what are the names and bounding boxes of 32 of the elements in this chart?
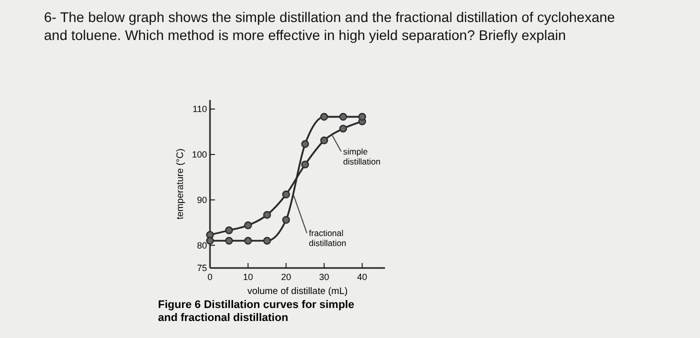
point — [358, 112, 366, 121]
y-axis-title: temperature (°C) — [175, 148, 186, 220]
point — [339, 112, 348, 121]
x-tick-label: 20 — [281, 272, 292, 282]
point — [301, 160, 310, 168]
series-label: simple distillation — [343, 146, 381, 166]
x-axis-title: volume of distillate (mL) — [247, 286, 348, 297]
x-tick-label: 40 — [357, 272, 368, 282]
point — [320, 136, 328, 144]
x-tick-label: 30 — [319, 272, 330, 282]
y-tick-label: 75 — [196, 263, 207, 274]
point — [282, 216, 290, 224]
x-tick-label: 10 — [243, 272, 254, 282]
point — [263, 210, 271, 219]
point — [244, 236, 252, 245]
y-tick-label: 100 — [192, 150, 207, 160]
point — [320, 112, 328, 121]
point — [225, 226, 233, 234]
y-tick-label: 90 — [196, 195, 207, 206]
point — [206, 236, 214, 245]
text: fractional distillation — [308, 228, 347, 248]
caption: Figure 6 Distillation curves for simple and fractional distillation — [158, 299, 354, 324]
point — [339, 124, 348, 133]
point — [301, 140, 310, 148]
point — [282, 190, 290, 198]
y-tick-label: 110 — [192, 104, 207, 114]
point — [263, 236, 271, 245]
point — [244, 221, 252, 230]
y-tick-label: 80 — [196, 240, 207, 250]
point — [225, 236, 233, 245]
chart-title: 6- The below graph shows the simple distillation and the fractional distillation of cyclohexane and toluene. Which method is more effective in high yield separation? Briefly explain — [44, 9, 616, 43]
x-tick-label: 0 — [207, 272, 213, 282]
